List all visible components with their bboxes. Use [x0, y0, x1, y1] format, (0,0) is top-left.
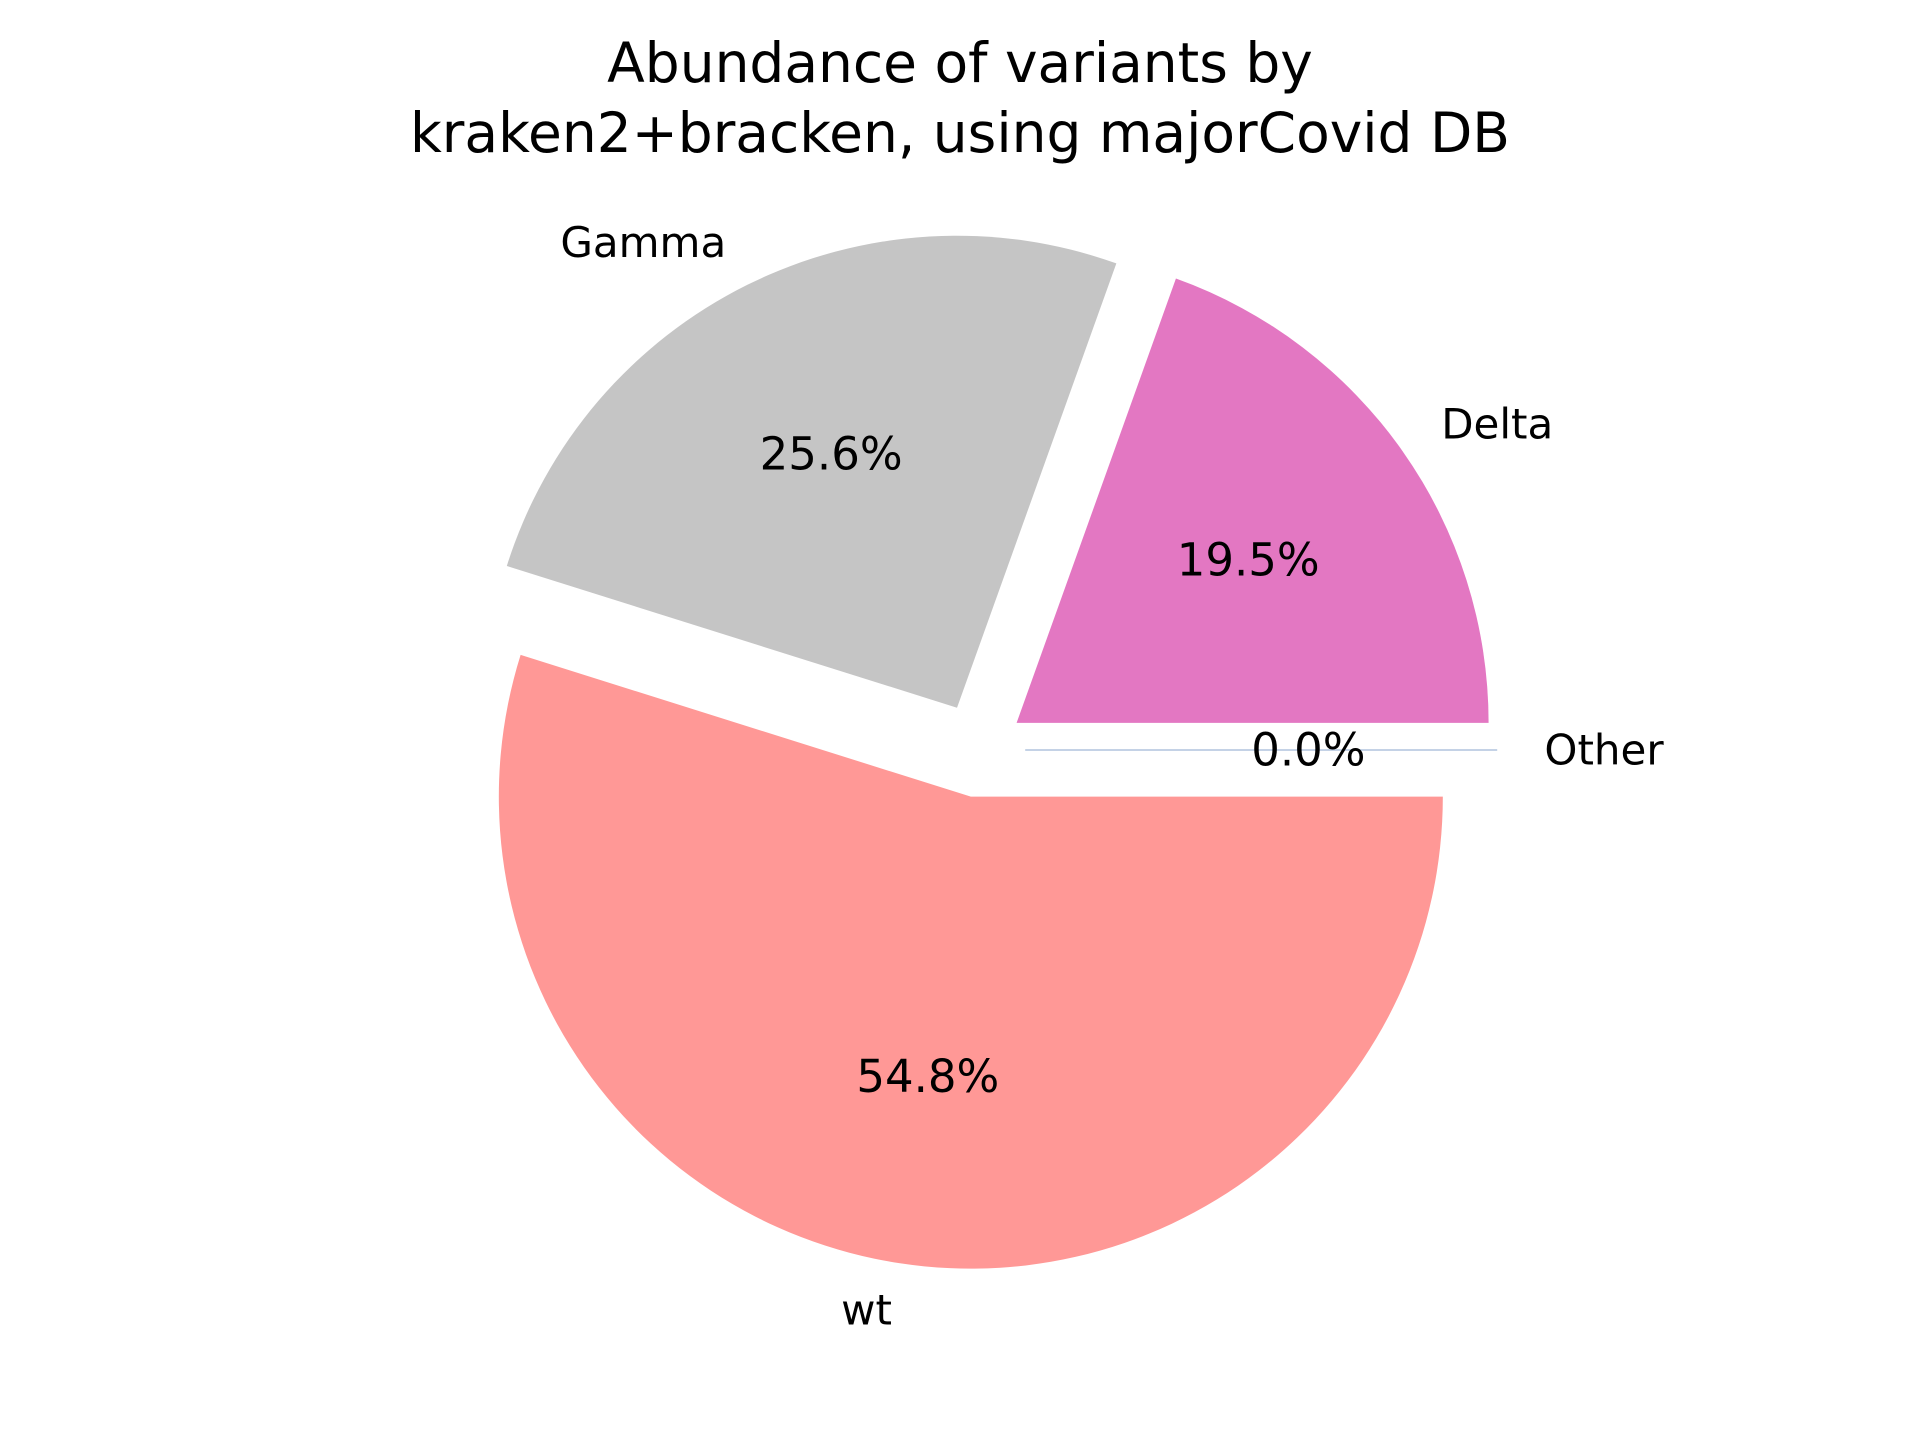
- percent-label-other: 0.0%: [1251, 724, 1365, 777]
- percent-label-delta: 19.5%: [1177, 533, 1320, 586]
- chart-title: Abundance of variants by kraken2+bracken…: [0, 28, 1920, 168]
- slice-label-wt: wt: [841, 1285, 892, 1334]
- pie-slice-delta: [1016, 278, 1489, 723]
- pie-slice-gamma: [506, 235, 1117, 708]
- percent-label-gamma: 25.6%: [760, 428, 903, 481]
- percent-label-wt: 54.8%: [856, 1050, 999, 1103]
- slice-label-delta: Delta: [1441, 400, 1553, 449]
- chart-title-line-2: kraken2+bracken, using majorCovid DB: [409, 101, 1511, 165]
- slice-label-gamma: Gamma: [560, 218, 726, 267]
- chart-title-line-1: Abundance of variants by: [607, 31, 1313, 95]
- slice-label-other: Other: [1544, 726, 1664, 775]
- pie-slice-wt: [498, 654, 1443, 1269]
